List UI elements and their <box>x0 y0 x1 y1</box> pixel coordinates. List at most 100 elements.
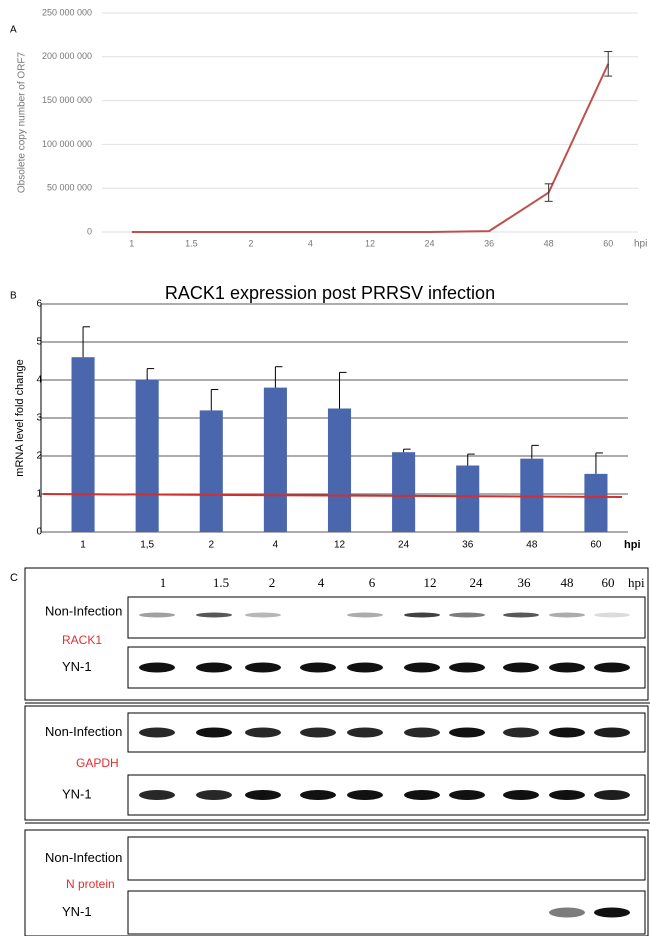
y-tick-label: 0 <box>87 226 92 236</box>
y-tick-label: 2 <box>36 451 42 462</box>
bar <box>520 459 543 532</box>
x-tick-label: 48 <box>544 238 554 248</box>
band <box>300 663 336 673</box>
x-tick-label: 36 <box>484 238 494 248</box>
x-tick-label: 12 <box>365 238 375 248</box>
band <box>503 613 539 618</box>
band <box>139 728 175 738</box>
panel-label: A <box>10 25 17 36</box>
band <box>549 663 585 673</box>
error-bar <box>275 367 282 388</box>
x-axis-label: hpi <box>624 539 641 551</box>
band <box>449 663 485 673</box>
x-tick-label: 48 <box>526 540 538 551</box>
band <box>245 663 281 673</box>
x-tick-label: 1.5 <box>185 238 198 248</box>
error-bar <box>532 445 539 458</box>
protein-name: GAPDH <box>76 756 119 770</box>
row-label: Non-Infection <box>45 850 122 865</box>
bar <box>456 466 479 533</box>
y-tick-label: 6 <box>36 299 42 310</box>
band <box>196 613 232 618</box>
band <box>404 613 440 618</box>
x-tick-label: 4 <box>308 238 313 248</box>
band <box>196 663 232 673</box>
panel-label: C <box>10 572 18 584</box>
band <box>503 790 539 800</box>
band <box>549 613 585 618</box>
band <box>245 790 281 800</box>
band <box>549 728 585 738</box>
band <box>449 790 485 800</box>
blot-box <box>128 837 645 880</box>
y-axis-label: mRNA level fold change <box>14 359 26 476</box>
y-tick-label: 250 000 000 <box>42 7 92 17</box>
lane-label: 4 <box>318 575 325 590</box>
blot-box <box>128 597 645 638</box>
x-tick-label: 24 <box>425 238 435 248</box>
x-tick-label: 1 <box>129 238 134 248</box>
bar <box>200 410 223 532</box>
lane-label: 48 <box>561 575 574 590</box>
row-label: YN-1 <box>62 786 92 801</box>
error-bar <box>211 390 218 411</box>
lane-label: 6 <box>369 575 376 590</box>
x-axis-label: hpi <box>634 239 647 250</box>
x-tick-label: 2 <box>208 540 214 551</box>
lane-label: 24 <box>470 575 484 590</box>
row-label: YN-1 <box>62 659 92 674</box>
band <box>449 613 485 618</box>
y-tick-label: 0 <box>36 527 42 538</box>
row-label: Non-Infection <box>45 724 122 739</box>
band <box>300 790 336 800</box>
lane-label: 12 <box>424 575 437 590</box>
x-tick-label: 12 <box>334 540 346 551</box>
band <box>196 790 232 800</box>
band <box>594 663 630 673</box>
band <box>594 790 630 800</box>
lane-unit: hpi <box>628 575 645 590</box>
panel-label: B <box>10 291 17 302</box>
band <box>449 728 485 738</box>
error-bar <box>404 449 411 452</box>
band <box>404 663 440 673</box>
bar <box>136 380 159 532</box>
lane-label: 1 <box>160 575 167 590</box>
x-tick-label: 1 <box>80 540 86 551</box>
y-tick-label: 1 <box>36 489 42 500</box>
band <box>139 613 175 618</box>
lane-label: 1.5 <box>213 575 229 590</box>
band <box>347 728 383 738</box>
band <box>549 908 585 918</box>
bar <box>584 474 607 532</box>
bar <box>328 409 351 533</box>
error-bar <box>604 52 612 77</box>
band <box>594 908 630 918</box>
y-tick-label: 50 000 000 <box>47 183 92 193</box>
protein-name: N protein <box>66 877 115 891</box>
band <box>404 790 440 800</box>
y-tick-label: 3 <box>36 413 42 424</box>
data-line <box>132 64 608 232</box>
lane-label: 60 <box>602 575 615 590</box>
y-tick-label: 200 000 000 <box>42 51 92 61</box>
bar <box>392 452 415 532</box>
y-tick-label: 4 <box>36 375 42 386</box>
error-bar <box>147 369 154 380</box>
y-tick-label: 5 <box>36 337 42 348</box>
x-tick-label: 1,5 <box>140 540 154 551</box>
band <box>347 790 383 800</box>
band <box>347 613 383 618</box>
lane-label: 36 <box>518 575 532 590</box>
band <box>347 663 383 673</box>
band <box>594 613 630 618</box>
x-tick-label: 36 <box>462 540 474 551</box>
y-tick-label: 150 000 000 <box>42 95 92 105</box>
figure: 050 000 000100 000 000150 000 000200 000… <box>0 0 650 936</box>
band <box>139 790 175 800</box>
x-tick-label: 4 <box>273 540 279 551</box>
bar <box>72 357 95 532</box>
x-tick-label: 60 <box>603 238 613 248</box>
row-label: YN-1 <box>62 904 92 919</box>
x-tick-label: 24 <box>398 540 410 551</box>
